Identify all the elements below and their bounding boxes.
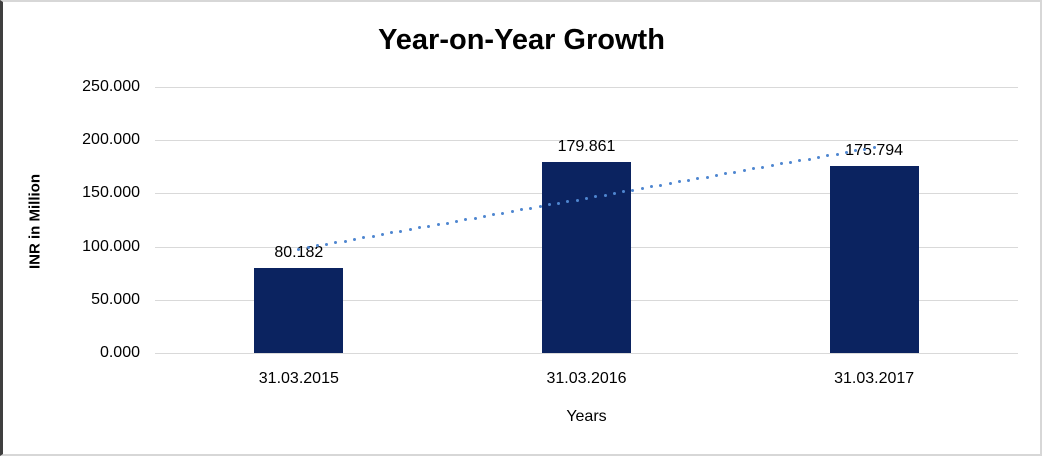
trendline-dot — [455, 219, 459, 223]
bar — [542, 161, 631, 353]
trendline-dot — [612, 191, 616, 195]
trendline-dot — [473, 216, 477, 220]
trendline-dot — [343, 239, 347, 243]
y-tick-label: 50.000 — [91, 290, 140, 308]
trendline-dot — [724, 172, 728, 176]
trendline-dot — [687, 178, 691, 182]
trendline-dot — [640, 187, 644, 191]
chart-title: Year-on-Year Growth — [378, 24, 665, 56]
trendline-dot — [696, 177, 700, 181]
trendline-dot — [622, 190, 626, 194]
y-tick-label: 150.000 — [82, 184, 140, 202]
trendline-dot — [742, 169, 746, 172]
trendline-dot — [417, 226, 421, 230]
trendline-dot — [872, 146, 876, 150]
gridline — [155, 353, 1018, 354]
trendline-dot — [585, 196, 588, 200]
x-axis-title: Years — [566, 408, 607, 425]
trendline-dot — [334, 241, 338, 245]
trendline-dot — [668, 182, 672, 186]
y-tick-label: 0.000 — [99, 344, 140, 361]
trendline-dot — [520, 208, 524, 212]
trendline-dot — [844, 150, 848, 154]
bar-value-label: 179.861 — [557, 137, 616, 155]
trendline-dot — [566, 200, 570, 204]
trendline-dot — [603, 193, 607, 197]
trendline-dot — [547, 203, 551, 207]
trendline-dot — [649, 185, 653, 189]
x-tick-label: 31.03.2015 — [258, 370, 339, 387]
trendline-dot — [631, 188, 635, 192]
trendline-dot — [325, 242, 329, 246]
x-tick-label: 31.03.2016 — [546, 370, 627, 387]
trendline-dot — [594, 195, 598, 199]
trendline-dot — [408, 228, 412, 232]
trendline-dot — [399, 229, 403, 233]
gridline — [155, 87, 1018, 88]
trendline-dot — [761, 165, 765, 169]
trendline-dot — [798, 159, 802, 163]
trendline-dot — [501, 211, 505, 215]
trendline-dot — [538, 205, 542, 209]
bar — [829, 165, 919, 353]
trendline-dot — [371, 234, 375, 238]
trendline-dot — [807, 157, 811, 161]
trendline-dot — [714, 173, 718, 177]
trendline-dot — [705, 175, 709, 179]
bar-value-label: 80.182 — [274, 243, 324, 261]
trendline-dot — [306, 246, 310, 250]
trendline-dot — [659, 183, 663, 187]
trendline-dot — [575, 198, 579, 202]
trendline-dot — [436, 223, 440, 227]
trendline-dot — [482, 214, 486, 218]
trendline-dot — [770, 164, 774, 168]
trendline-dot — [362, 236, 366, 240]
trendline-dot — [492, 213, 496, 217]
trendline-dot — [380, 232, 384, 236]
trendline-dot — [863, 147, 867, 151]
trendline-dot — [510, 210, 514, 214]
trendline-dot — [315, 244, 319, 248]
gridline — [155, 140, 1018, 142]
trendline-dot — [427, 224, 431, 228]
trendline-dot — [826, 154, 830, 158]
x-tick-label: 31.03.2017 — [834, 370, 915, 387]
bar-value-label: 175.794 — [845, 141, 904, 159]
y-tick-label: 200.000 — [82, 131, 140, 149]
trendline-dot — [677, 180, 681, 184]
trendline-dot — [733, 170, 737, 174]
trendline-dot — [464, 218, 468, 222]
y-tick-label: 250.000 — [82, 78, 140, 95]
trendline-dot — [529, 206, 533, 210]
trendline-dot — [835, 152, 839, 156]
trendline-dot — [445, 221, 449, 225]
trendline-dot — [297, 247, 301, 251]
bar — [254, 267, 344, 353]
trendline-dot — [390, 231, 394, 235]
trendline-dot — [353, 237, 356, 241]
trendline-dot — [854, 149, 858, 153]
trendline-dot — [789, 160, 793, 164]
trendline-dot — [752, 167, 756, 171]
y-tick-label: 100.000 — [82, 237, 140, 255]
trendline-dot — [557, 201, 561, 205]
trendline-dot — [779, 162, 783, 166]
trendline-dot — [816, 155, 820, 159]
